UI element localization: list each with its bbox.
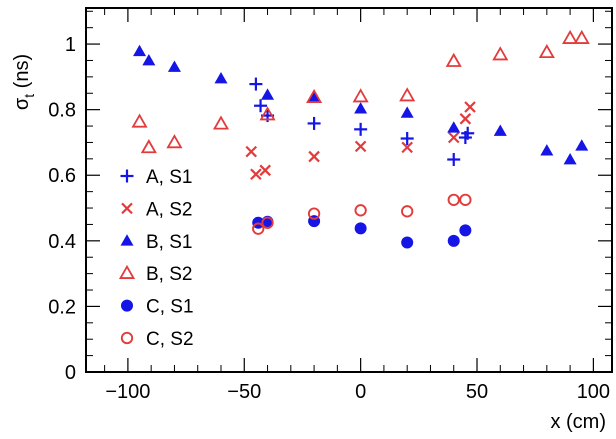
tick-labels: −100 −50 0 50 100 0 0.2 0.4 0.6 0.8 1	[48, 34, 610, 403]
data-point	[464, 101, 476, 113]
y-tick-label: 0	[65, 362, 76, 384]
data-point	[459, 113, 472, 125]
data-point	[540, 144, 554, 156]
data-point	[354, 122, 368, 136]
data-point	[307, 207, 321, 220]
data-point	[400, 132, 414, 146]
y-axis-label-main: σ	[11, 97, 33, 110]
data-point	[261, 88, 275, 100]
data-point	[245, 145, 258, 158]
legend-marker	[120, 234, 134, 246]
data-point	[575, 139, 589, 151]
data-point	[461, 126, 475, 140]
y-tick-label: 0.6	[48, 165, 76, 187]
data-point	[259, 106, 276, 121]
data-point	[214, 72, 228, 84]
legend-label: A, S2	[146, 199, 192, 220]
legend: A, S1 A, S2 B, S1 B, S2 C, S1 C, S2	[118, 167, 194, 350]
data-point	[142, 53, 156, 66]
data-point	[563, 153, 577, 165]
data-point	[399, 87, 416, 102]
legend-marker	[118, 264, 136, 279]
x-tick-label: 0	[355, 381, 366, 403]
data-point	[445, 52, 462, 67]
data-point	[167, 60, 181, 72]
data-point	[447, 153, 461, 167]
data-point	[354, 204, 367, 217]
data-point	[492, 46, 509, 61]
data-point	[401, 141, 413, 154]
data-point	[140, 139, 157, 154]
legend-label: A, S1	[146, 167, 192, 188]
plot-frame	[85, 7, 613, 373]
data-point	[447, 193, 460, 206]
data-point	[131, 113, 148, 128]
x-tick-label: 50	[466, 381, 488, 403]
axis-ticks	[86, 8, 612, 373]
data-point	[308, 150, 320, 163]
data-point	[133, 44, 147, 57]
legend-label: C, S2	[146, 329, 194, 350]
data-point	[538, 43, 555, 59]
legend-marker	[120, 331, 134, 345]
data-point	[447, 131, 460, 144]
data-point	[354, 102, 368, 114]
y-axis-label-unit: (ns)	[11, 54, 33, 94]
data-point	[447, 234, 460, 247]
data-point	[249, 77, 263, 91]
data-point	[259, 164, 271, 177]
data-point	[573, 29, 590, 44]
legend-marker	[121, 299, 133, 312]
data-point	[250, 168, 262, 181]
x-tick-label: −100	[105, 381, 150, 403]
data-point	[459, 193, 472, 206]
data-point	[261, 216, 274, 229]
x-axis-label: x (cm)	[550, 411, 606, 433]
data-point	[447, 121, 461, 133]
y-tick-label: 0.4	[48, 231, 76, 253]
x-tick-label: 100	[577, 381, 610, 403]
data-points	[131, 29, 590, 249]
data-point	[307, 91, 321, 104]
legend-marker	[121, 202, 133, 215]
data-point	[212, 115, 230, 130]
data-point	[400, 106, 414, 118]
legend-label: B, S1	[146, 232, 192, 253]
y-axis-label-sub: t	[21, 94, 37, 98]
data-point	[401, 236, 414, 249]
y-axis-label: σt (ns)	[11, 54, 37, 110]
data-point	[254, 99, 268, 113]
data-point	[401, 205, 414, 218]
data-point	[459, 224, 472, 237]
y-tick-label: 0.8	[48, 100, 76, 122]
data-point	[166, 134, 183, 149]
data-point	[306, 88, 323, 103]
y-tick-label: 1	[65, 34, 76, 56]
data-point	[562, 29, 579, 44]
data-point	[252, 222, 265, 235]
legend-label: C, S1	[146, 297, 194, 318]
x-tick-label: −50	[227, 381, 261, 403]
data-point	[354, 222, 367, 235]
data-point	[354, 140, 367, 153]
legend-label: B, S2	[146, 264, 192, 285]
data-point	[352, 88, 369, 103]
data-point	[307, 116, 321, 130]
y-tick-label: 0.2	[48, 296, 76, 318]
legend-marker	[120, 169, 134, 183]
data-point	[493, 124, 507, 136]
